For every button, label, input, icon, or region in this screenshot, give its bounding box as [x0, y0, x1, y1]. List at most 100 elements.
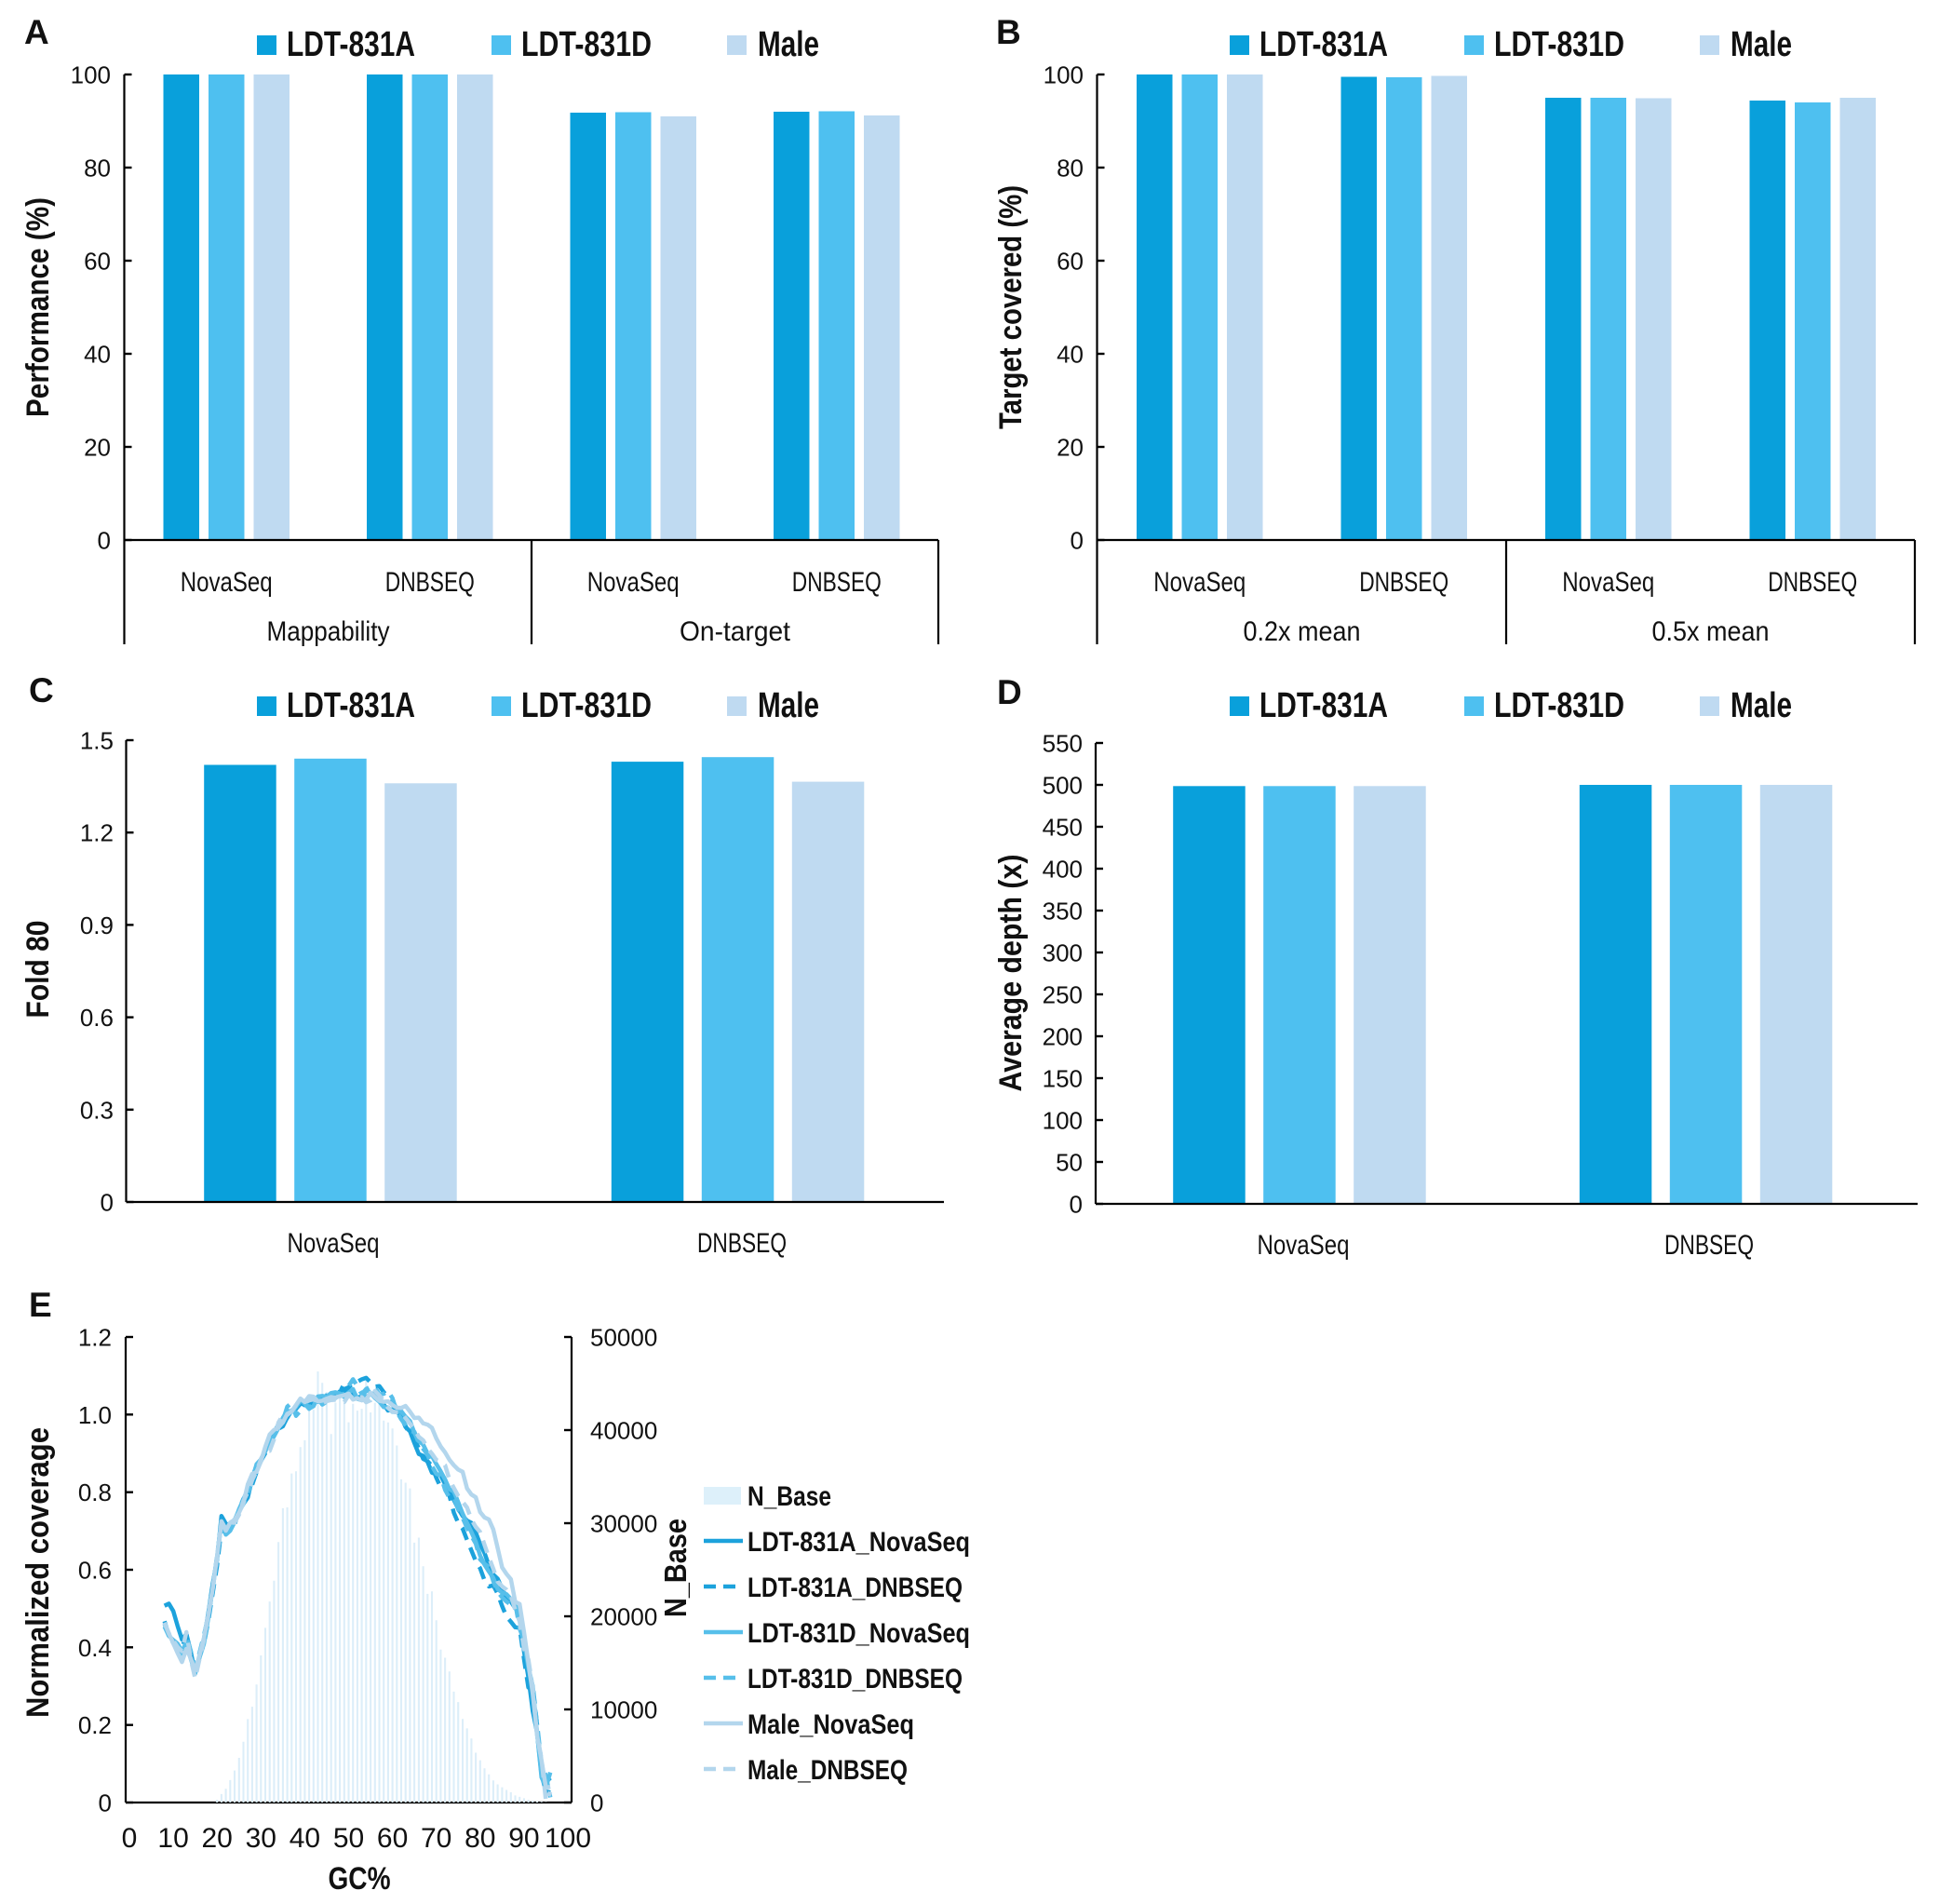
svg-text:0: 0 [1071, 527, 1084, 555]
svg-text:450: 450 [1043, 814, 1083, 842]
svg-text:0.5x mean: 0.5x mean [1652, 616, 1770, 647]
svg-text:LDT-831A: LDT-831A [1259, 25, 1388, 64]
svg-text:LDT-831A: LDT-831A [287, 25, 415, 64]
svg-text:0: 0 [1070, 1191, 1083, 1219]
svg-text:100: 100 [1043, 1107, 1083, 1135]
svg-text:LDT-831D: LDT-831D [1494, 686, 1624, 725]
svg-text:400: 400 [1043, 856, 1083, 884]
svg-text:40: 40 [84, 341, 111, 369]
svg-text:A: A [24, 13, 49, 51]
svg-text:80: 80 [1057, 155, 1084, 182]
svg-text:350: 350 [1043, 898, 1083, 925]
svg-text:0.4: 0.4 [78, 1634, 112, 1662]
svg-text:DNBSEQ: DNBSEQ [1768, 567, 1857, 598]
svg-text:E: E [29, 1286, 52, 1324]
svg-text:LDT-831A: LDT-831A [287, 686, 415, 725]
svg-text:0: 0 [590, 1789, 603, 1817]
svg-text:LDT-831A: LDT-831A [1259, 686, 1388, 725]
svg-text:100: 100 [71, 61, 111, 89]
svg-text:20: 20 [1057, 434, 1084, 462]
svg-text:550: 550 [1043, 730, 1083, 758]
svg-text:LDT-831D_NovaSeq: LDT-831D_NovaSeq [748, 1618, 970, 1649]
svg-text:60: 60 [1057, 248, 1084, 276]
svg-text:0.3: 0.3 [80, 1096, 114, 1124]
svg-text:10000: 10000 [590, 1696, 657, 1724]
svg-text:0.9: 0.9 [80, 911, 114, 939]
svg-text:DNBSEQ: DNBSEQ [385, 567, 475, 598]
svg-text:LDT-831D_DNBSEQ: LDT-831D_DNBSEQ [748, 1664, 963, 1695]
svg-text:NovaSeq: NovaSeq [1153, 567, 1246, 598]
svg-text:50: 50 [333, 1823, 364, 1854]
svg-text:60: 60 [377, 1823, 408, 1854]
svg-text:40: 40 [1057, 341, 1084, 369]
svg-text:80: 80 [84, 155, 111, 182]
svg-text:NovaSeq: NovaSeq [587, 567, 680, 598]
svg-text:LDT-831A_DNBSEQ: LDT-831A_DNBSEQ [748, 1573, 963, 1603]
svg-text:LDT-831D: LDT-831D [521, 686, 652, 725]
svg-text:60: 60 [84, 248, 111, 276]
svg-text:DNBSEQ: DNBSEQ [697, 1228, 787, 1259]
svg-text:Normalized coverage: Normalized coverage [20, 1427, 56, 1718]
svg-text:20: 20 [202, 1823, 233, 1854]
svg-text:500: 500 [1043, 772, 1083, 800]
svg-text:0.6: 0.6 [80, 1004, 114, 1032]
svg-text:LDT-831D: LDT-831D [1494, 25, 1624, 64]
svg-text:DNBSEQ: DNBSEQ [1664, 1230, 1754, 1261]
svg-text:Average depth (x): Average depth (x) [993, 855, 1029, 1092]
svg-text:DNBSEQ: DNBSEQ [792, 567, 882, 598]
svg-text:0.2x mean: 0.2x mean [1244, 616, 1361, 647]
svg-text:20000: 20000 [590, 1603, 657, 1631]
svg-text:NovaSeq: NovaSeq [1562, 567, 1654, 598]
svg-text:GC%: GC% [329, 1861, 391, 1897]
svg-text:50: 50 [1056, 1149, 1083, 1177]
svg-text:1.0: 1.0 [78, 1401, 112, 1429]
svg-text:40: 40 [290, 1823, 320, 1854]
svg-text:Performance (%): Performance (%) [20, 197, 56, 417]
svg-text:20: 20 [84, 434, 111, 462]
svg-text:30: 30 [246, 1823, 276, 1854]
svg-text:30000: 30000 [590, 1510, 657, 1538]
svg-text:On-target: On-target [680, 616, 791, 647]
svg-text:LDT-831D: LDT-831D [521, 25, 652, 64]
svg-text:Target covered (%): Target covered (%) [993, 185, 1029, 429]
svg-text:200: 200 [1043, 1023, 1083, 1051]
svg-text:NovaSeq: NovaSeq [181, 567, 273, 598]
svg-text:Male_NovaSeq: Male_NovaSeq [748, 1709, 914, 1740]
svg-text:DNBSEQ: DNBSEQ [1359, 567, 1448, 598]
svg-text:Male: Male [758, 686, 819, 725]
svg-text:Male: Male [1731, 25, 1792, 64]
svg-text:N_Base: N_Base [658, 1519, 693, 1617]
svg-text:100: 100 [545, 1823, 591, 1854]
svg-text:Male: Male [1731, 686, 1792, 725]
svg-text:N_Base: N_Base [748, 1481, 831, 1512]
svg-text:Male_DNBSEQ: Male_DNBSEQ [748, 1755, 908, 1786]
svg-text:NovaSeq: NovaSeq [1258, 1230, 1350, 1261]
svg-text:Fold 80: Fold 80 [20, 921, 56, 1019]
svg-text:80: 80 [465, 1823, 495, 1854]
svg-text:50000: 50000 [590, 1324, 657, 1352]
svg-text:70: 70 [421, 1823, 451, 1854]
svg-text:300: 300 [1043, 939, 1083, 967]
svg-text:0: 0 [122, 1823, 138, 1854]
svg-text:150: 150 [1043, 1065, 1083, 1093]
svg-text:0.6: 0.6 [78, 1557, 112, 1585]
svg-text:0: 0 [99, 1789, 112, 1817]
svg-text:0: 0 [101, 1189, 114, 1217]
svg-text:10: 10 [157, 1823, 188, 1854]
svg-text:C: C [29, 671, 54, 709]
svg-text:NovaSeq: NovaSeq [288, 1228, 380, 1259]
svg-text:1.5: 1.5 [80, 727, 114, 755]
svg-text:1.2: 1.2 [78, 1324, 112, 1352]
svg-text:Male: Male [758, 25, 819, 64]
svg-text:100: 100 [1044, 61, 1084, 89]
svg-text:D: D [997, 673, 1022, 711]
svg-text:B: B [996, 13, 1021, 51]
svg-text:LDT-831A_NovaSeq: LDT-831A_NovaSeq [748, 1527, 970, 1558]
svg-text:0.8: 0.8 [78, 1479, 112, 1506]
svg-text:0.2: 0.2 [78, 1711, 112, 1739]
svg-text:1.2: 1.2 [80, 819, 114, 847]
svg-text:90: 90 [508, 1823, 539, 1854]
svg-text:40000: 40000 [590, 1417, 657, 1445]
svg-text:250: 250 [1043, 981, 1083, 1009]
svg-text:Mappability: Mappability [267, 616, 390, 647]
